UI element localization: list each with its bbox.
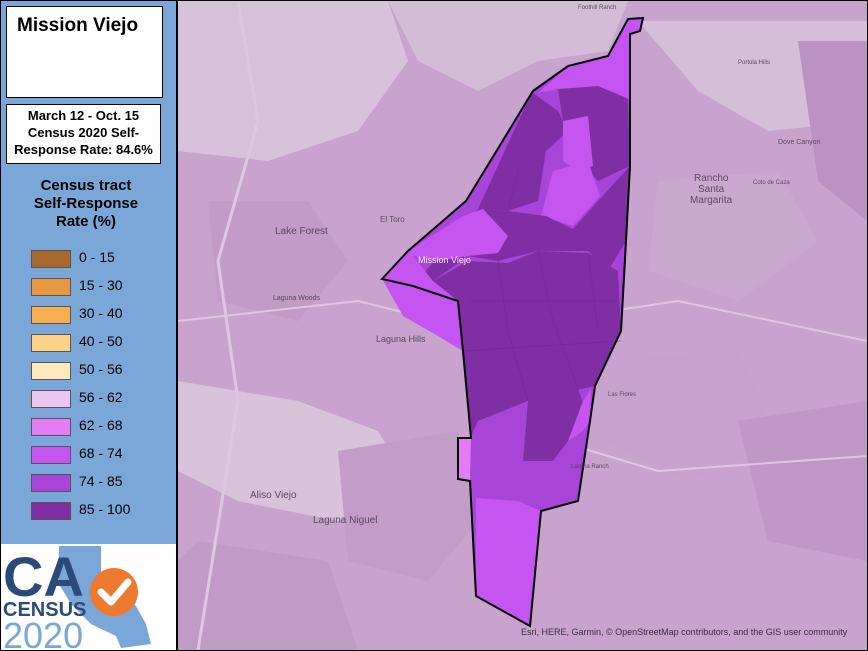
place-label: Aliso Viejo bbox=[250, 490, 297, 501]
census-tract[interactable] bbox=[523, 389, 590, 461]
background-tract bbox=[798, 41, 867, 221]
census-tract[interactable] bbox=[413, 209, 508, 261]
census-tract[interactable] bbox=[541, 161, 600, 226]
background-tract bbox=[648, 171, 818, 301]
logo-ca-text: CA bbox=[3, 545, 84, 608]
place-label: Laguna Niguel bbox=[313, 515, 378, 526]
tract-borders bbox=[462, 170, 622, 402]
legend-swatch bbox=[31, 250, 71, 268]
legend-title: Census tract Self-Response Rate (%) bbox=[1, 177, 171, 231]
background-tract bbox=[178, 541, 358, 650]
page-title: Mission Viejo bbox=[17, 15, 139, 36]
legend-label: 68 - 74 bbox=[79, 445, 123, 461]
legend-label: 40 - 50 bbox=[79, 333, 123, 349]
census-tract[interactable] bbox=[518, 431, 583, 511]
legend-swatch bbox=[31, 474, 71, 492]
subtitle-line: Census 2020 Self- bbox=[27, 125, 140, 140]
legend-label: 15 - 30 bbox=[79, 277, 123, 293]
legend-swatch bbox=[31, 362, 71, 380]
mission-viejo-boundary[interactable] bbox=[380, 16, 645, 628]
legend-label: 30 - 40 bbox=[79, 305, 123, 321]
place-label: Santa bbox=[698, 184, 725, 195]
place-label: Lake Forest bbox=[275, 226, 328, 237]
logo-census-text: CENSUS bbox=[3, 599, 86, 621]
background-tract bbox=[178, 1, 408, 161]
legend-label: 50 - 56 bbox=[79, 361, 123, 377]
map-svg: Lake Forest El Toro Mission Viejo Laguna… bbox=[177, 1, 867, 650]
census-tract[interactable] bbox=[382, 216, 463, 351]
map-attribution: Esri, HERE, Garmin, © OpenStreetMap cont… bbox=[521, 627, 848, 637]
legend-label: 62 - 68 bbox=[79, 417, 123, 433]
legend-swatch bbox=[31, 390, 71, 408]
legend-swatch bbox=[31, 418, 71, 436]
subtitle-line: March 12 - Oct. 15 bbox=[27, 108, 140, 123]
place-label: Mission Viejo bbox=[418, 255, 471, 265]
legend-label: 85 - 100 bbox=[79, 501, 131, 517]
subtitle-line: Response Rate: 84.6% bbox=[14, 142, 153, 157]
place-label: Rancho bbox=[694, 173, 729, 184]
place-label: Laguna Hills bbox=[376, 334, 426, 344]
legend-label: 56 - 62 bbox=[79, 389, 123, 405]
road bbox=[557, 440, 867, 473]
subtitle-box: March 12 - Oct. 15 Census 2020 Self- Res… bbox=[6, 104, 161, 164]
logo-svg: CA CENSUS 2020 bbox=[3, 545, 151, 650]
place-label: Foothill Ranch bbox=[578, 5, 616, 11]
legend-swatch bbox=[31, 334, 71, 352]
legend-title-line: Census tract bbox=[40, 177, 132, 194]
title-box: Mission Viejo bbox=[6, 6, 163, 98]
place-label: Margarita bbox=[690, 195, 733, 206]
place-label: Coto de Caza bbox=[753, 180, 790, 186]
legend-swatch bbox=[31, 446, 71, 464]
legend-swatch bbox=[31, 502, 71, 520]
legend-swatch bbox=[31, 306, 71, 324]
legend-title-line: Self-Response bbox=[33, 195, 139, 212]
background-tract bbox=[738, 401, 867, 561]
ca-census-2020-logo: CA CENSUS 2020 bbox=[1, 544, 176, 650]
city-boundary-line bbox=[380, 16, 645, 628]
legend-swatch bbox=[31, 278, 71, 296]
census-tract[interactable] bbox=[470, 401, 528, 501]
sidebar: Mission Viejo March 12 - Oct. 15 Census … bbox=[1, 1, 178, 650]
place-label: Ladera Ranch bbox=[571, 464, 609, 470]
legend-label: 0 - 15 bbox=[79, 249, 115, 265]
census-tract[interactable] bbox=[558, 86, 630, 181]
background-tract bbox=[338, 431, 478, 581]
place-label: Las Flores bbox=[608, 392, 636, 398]
census-tract[interactable] bbox=[568, 389, 591, 441]
census-tract[interactable] bbox=[563, 116, 593, 171]
place-label: Dove Canyon bbox=[778, 139, 821, 146]
census-tract[interactable] bbox=[538, 18, 643, 99]
census-tract[interactable] bbox=[433, 251, 621, 438]
background-tract bbox=[608, 351, 778, 481]
census-tract[interactable] bbox=[478, 93, 568, 211]
background-tract bbox=[388, 1, 628, 91]
census-tract[interactable] bbox=[458, 438, 471, 481]
check-circle-icon bbox=[90, 568, 138, 616]
place-label: Laguna Woods bbox=[273, 295, 320, 302]
background-tract bbox=[208, 201, 348, 321]
census-tract[interactable] bbox=[476, 498, 541, 626]
road bbox=[196, 1, 260, 650]
place-label: Portola Hills bbox=[738, 60, 770, 66]
place-label: El Toro bbox=[380, 215, 405, 224]
legend-title-line: Rate (%) bbox=[55, 213, 116, 230]
map-canvas[interactable]: Lake Forest El Toro Mission Viejo Laguna… bbox=[177, 1, 867, 650]
logo-year-text: 2020 bbox=[3, 615, 83, 650]
legend-label: 74 - 85 bbox=[79, 473, 123, 489]
